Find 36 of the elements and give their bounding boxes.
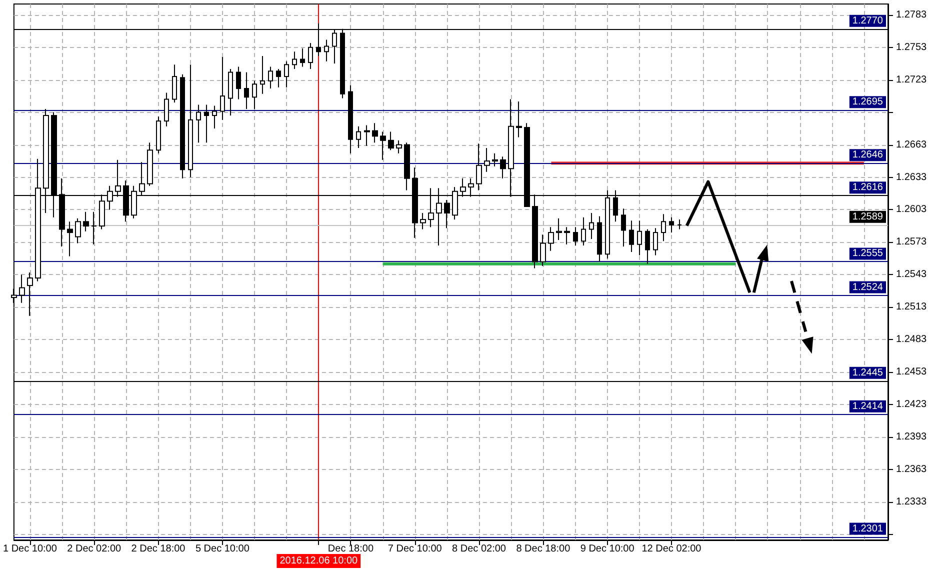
x-tick-label: 2016.12.06 10:00 xyxy=(280,556,358,566)
x-tick-label: 2 Dec 18:00 xyxy=(131,544,186,554)
y-tick-label: 1.2633 xyxy=(896,172,928,183)
ref-line-label: 1.2646 xyxy=(852,150,884,161)
x-tick-label: 8 Dec 18:00 xyxy=(516,544,571,554)
ref-line-label: 1.2589 xyxy=(852,211,884,222)
y-tick-label: 1.2513 xyxy=(896,302,928,313)
x-tick-label: 8 Dec 02:00 xyxy=(452,544,506,554)
x-tick-label: Dec 18:00 xyxy=(328,544,374,554)
x-tick-label: 2 Dec 02:00 xyxy=(67,544,122,554)
y-tick-label: 1.2543 xyxy=(896,269,928,280)
ref-line-label: 1.2445 xyxy=(852,367,884,378)
y-tick-label: 1.2483 xyxy=(896,334,928,346)
ref-line-label: 1.2555 xyxy=(852,248,884,260)
x-tick-label: 5 Dec 10:00 xyxy=(195,544,250,554)
y-tick-label: 1.2753 xyxy=(896,42,928,53)
y-tick-label: 1.2363 xyxy=(896,464,928,476)
ref-line-label: 1.2695 xyxy=(852,96,884,108)
y-tick-label: 1.2783 xyxy=(896,9,928,20)
y-tick-label: 1.2723 xyxy=(896,74,928,86)
ref-line-label: 1.2414 xyxy=(852,400,884,412)
y-tick-label: 1.2453 xyxy=(896,366,928,378)
y-tick-label: 1.2663 xyxy=(896,139,928,150)
ref-line-label: 1.2524 xyxy=(852,282,884,293)
y-tick-label: 1.2333 xyxy=(896,496,928,508)
x-tick-label: 7 Dec 10:00 xyxy=(388,544,442,554)
y-tick-label: 1.2423 xyxy=(896,399,928,410)
ref-line-label: 1.2301 xyxy=(852,523,884,534)
ref-line-label: 1.2770 xyxy=(852,15,884,26)
x-tick-label: 12 Dec 02:00 xyxy=(642,544,702,554)
y-tick-label: 1.2393 xyxy=(896,432,928,443)
y-tick-label: 1.2573 xyxy=(896,236,928,248)
y-tick-label: 1.2603 xyxy=(896,204,928,216)
ref-line-label: 1.2616 xyxy=(852,182,884,194)
x-tick-label: 9 Dec 10:00 xyxy=(580,544,635,554)
x-tick-label: 1 Dec 10:00 xyxy=(2,544,58,554)
